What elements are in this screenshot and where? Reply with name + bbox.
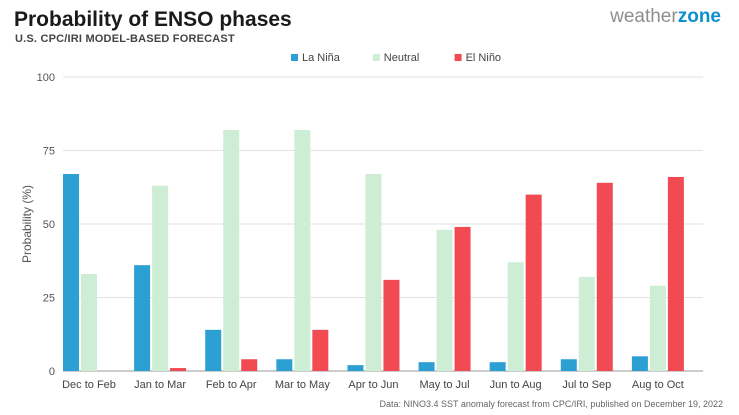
bar-el-ni-o-7 (596, 182, 613, 371)
legend-label: El Niño (466, 52, 501, 64)
y-tick-label: 25 (43, 293, 55, 305)
bar-la-ni-a-7 (560, 359, 577, 371)
bar-neutral-1 (152, 185, 169, 371)
bar-neutral-5 (436, 229, 453, 371)
y-tick-label: 100 (37, 72, 55, 84)
legend-swatch (291, 54, 298, 61)
bar-la-ni-a-2 (205, 329, 222, 371)
x-tick-label: Jan to Mar (134, 379, 186, 391)
logo-text-zone: zone (677, 6, 721, 27)
x-tick-label: Jun to Aug (490, 379, 542, 391)
bar-el-ni-o-1 (170, 368, 187, 371)
x-tick-label: Aug to Oct (632, 379, 684, 391)
legend-swatch (372, 54, 380, 61)
legend-label: Neutral (384, 52, 419, 64)
bar-neutral-7 (578, 276, 595, 371)
chart-title: Probability of ENSO phases (14, 8, 292, 31)
bar-la-ni-a-4 (347, 365, 364, 371)
data-source-note: Data: NINO3.4 SST anomaly forecast from … (379, 399, 724, 409)
bar-el-ni-o-6 (525, 194, 542, 371)
bar-la-ni-a-6 (489, 362, 506, 371)
bar-el-ni-o-4 (383, 279, 400, 371)
bar-neutral-2 (223, 129, 240, 371)
bar-la-ni-a-0 (63, 174, 79, 371)
weatherzone-logo: weatherzone (610, 6, 721, 28)
bar-la-ni-a-5 (418, 362, 435, 371)
bar-el-ni-o-2 (241, 359, 258, 371)
x-tick-label: Apr to Jun (348, 379, 398, 391)
y-tick-label: 50 (43, 219, 55, 231)
x-tick-label: Mar to May (275, 379, 331, 391)
bar-neutral-0 (81, 273, 97, 371)
bar-el-ni-o-3 (312, 329, 329, 371)
y-tick-label: 75 (43, 146, 55, 158)
bar-neutral-3 (294, 129, 311, 371)
legend-swatch (454, 54, 462, 61)
bar-la-ni-a-1 (134, 265, 151, 371)
bar-neutral-4 (365, 174, 382, 371)
legend-label: La Niña (302, 52, 341, 64)
chart-subtitle: U.S. CPC/IRI MODEL-BASED FORECAST (15, 33, 235, 45)
bar-el-ni-o-8 (667, 176, 684, 371)
logo-text-weather: weather (610, 6, 678, 27)
bar-el-ni-o-5 (454, 226, 471, 371)
x-tick-label: Jul to Sep (562, 379, 611, 391)
x-tick-label: Feb to Apr (206, 379, 257, 391)
y-axis-label: Probability (%) (20, 185, 34, 263)
y-tick-label: 0 (49, 366, 55, 378)
bar-neutral-8 (649, 285, 666, 371)
bar-neutral-6 (507, 262, 524, 371)
x-tick-label: Dec to Feb (62, 379, 116, 391)
bar-la-ni-a-8 (631, 356, 648, 371)
bar-la-ni-a-3 (276, 359, 293, 371)
x-tick-label: May to Jul (419, 379, 469, 391)
